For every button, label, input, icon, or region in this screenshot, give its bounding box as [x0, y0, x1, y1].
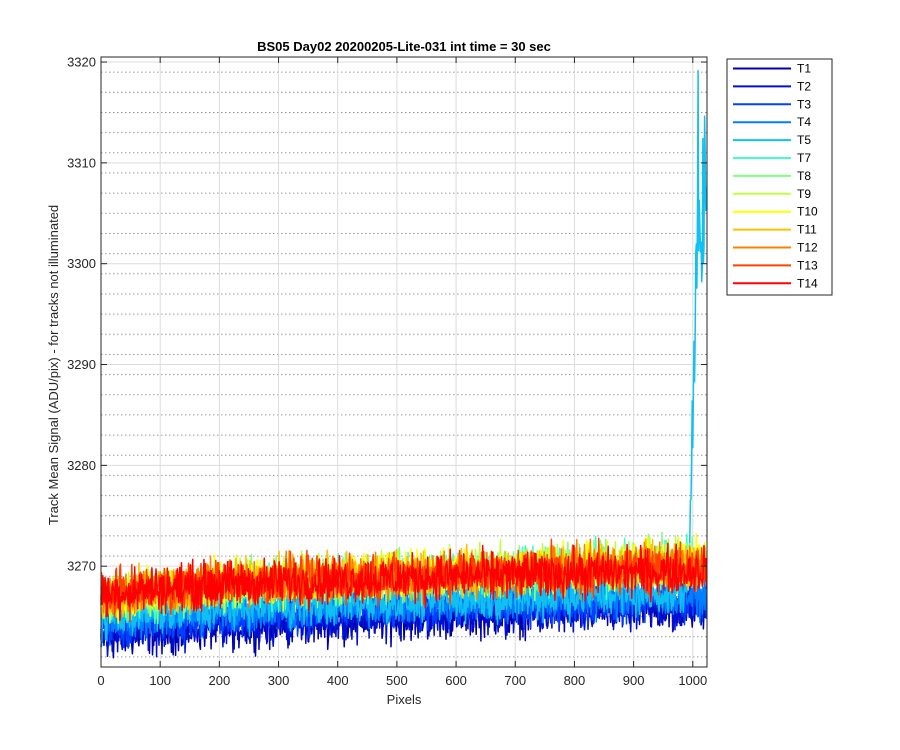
- legend-label-t5: T5: [797, 133, 811, 147]
- plot-box: [100, 56, 708, 668]
- x-tick-label: 100: [149, 673, 171, 688]
- legend-label-t1: T1: [797, 62, 811, 76]
- x-tick-label: 400: [327, 673, 349, 688]
- legend-label-t4: T4: [797, 115, 811, 129]
- x-tick-label: 1000: [678, 673, 707, 688]
- x-tick-label: 500: [386, 673, 408, 688]
- chart-title: BS05 Day02 20200205-Lite-031 int time = …: [257, 39, 551, 54]
- series-line-t4: [100, 565, 707, 647]
- y-tick-label: 3310: [67, 155, 96, 170]
- x-tick-label: 700: [504, 673, 526, 688]
- y-tick-label: 3320: [67, 55, 96, 70]
- ticks: 0 100 200 300 400 500 600 700 800 900 1000 3270 3280…: [67, 55, 707, 688]
- legend-label-t13: T13: [797, 258, 818, 272]
- legend-label-t11: T11: [797, 223, 817, 237]
- legend-label-t14: T14: [797, 276, 818, 290]
- legend-label-t2: T2: [797, 79, 811, 93]
- x-tick-label: 0: [97, 673, 104, 688]
- legend-label-t9: T9: [797, 187, 811, 201]
- y-tick-label: 3270: [67, 559, 96, 574]
- y-tick-label: 3290: [67, 357, 96, 372]
- legend-label-t3: T3: [797, 97, 811, 111]
- legend-label-t7: T7: [797, 151, 811, 165]
- x-tick-label: 800: [564, 673, 586, 688]
- x-axis-label: Pixels: [387, 692, 422, 707]
- legend-label-t10: T10: [797, 205, 818, 219]
- legend-box: [726, 58, 833, 296]
- y-axis-label: Track Mean Signal (ADU/pix) - for tracks…: [46, 205, 61, 525]
- legend: T1 T2 T3 T4 T5 T7 T8 T9 T10 T11 T12 T13 T14: [726, 58, 833, 296]
- series-line-t14: [100, 542, 708, 622]
- series-layer: [100, 69, 708, 659]
- x-tick-label: 600: [445, 673, 467, 688]
- y-tick-label: 3280: [67, 458, 96, 473]
- legend-label-t8: T8: [797, 169, 811, 183]
- legend-label-t12: T12: [797, 241, 818, 255]
- x-tick-label: 300: [268, 673, 290, 688]
- x-tick-label: 900: [623, 673, 645, 688]
- y-tick-label: 3300: [67, 256, 96, 271]
- x-tick-label: 200: [209, 673, 231, 688]
